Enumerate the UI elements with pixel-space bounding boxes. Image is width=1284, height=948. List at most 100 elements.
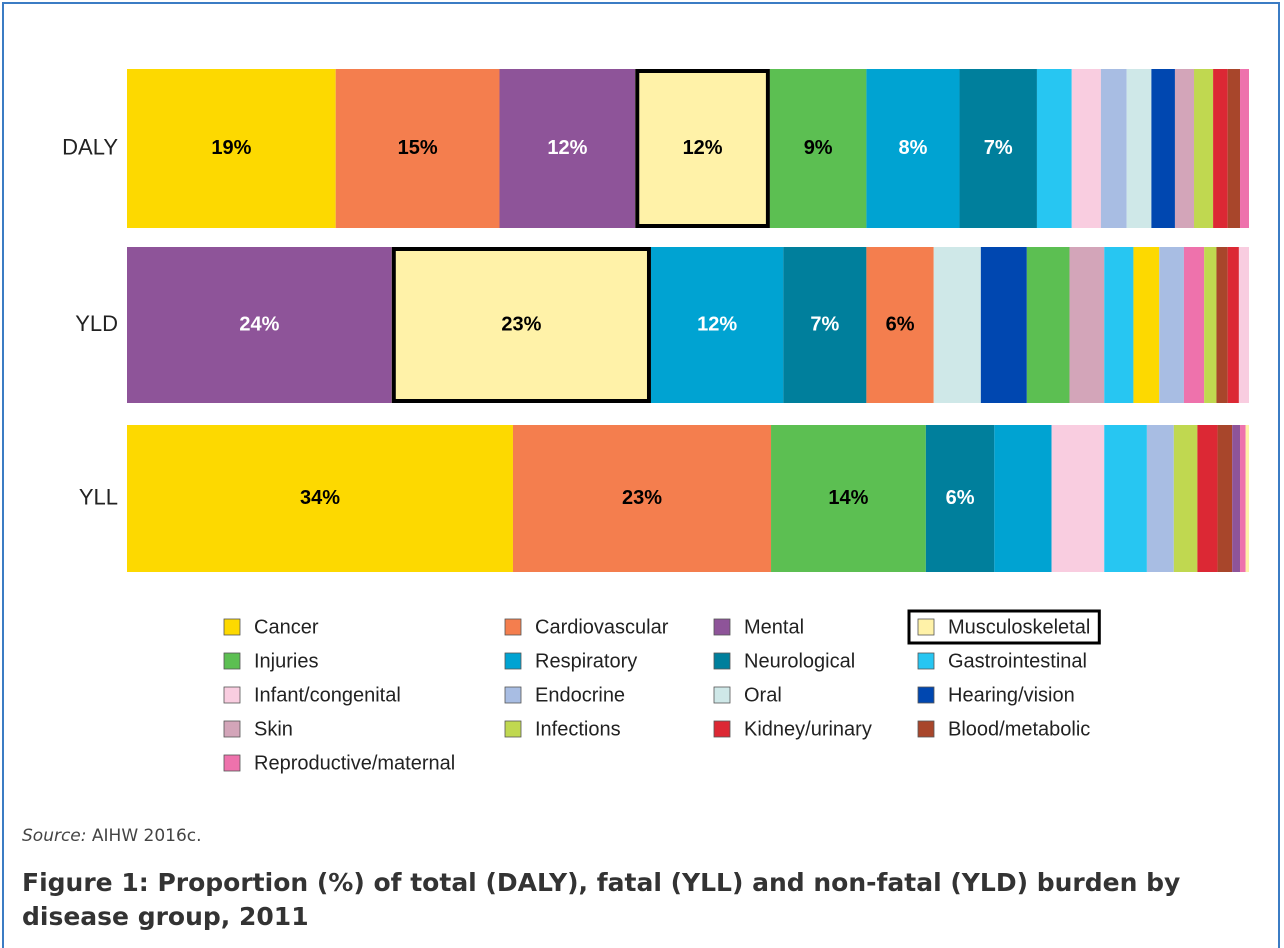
bar-segment — [925, 425, 995, 572]
bar-segment — [769, 69, 867, 228]
legend-swatch — [223, 754, 241, 772]
legend-label: Cardiovascular — [535, 616, 669, 638]
highlight-border — [391, 247, 651, 403]
legend-swatch — [713, 686, 731, 704]
bar-segment — [1194, 69, 1214, 228]
legend-swatch — [917, 720, 935, 738]
legend-label: Gastrointestinal — [948, 650, 1087, 672]
legend-label: Neurological — [744, 650, 855, 672]
value-label: 14% — [828, 487, 868, 509]
legend-label: Infant/congenital — [254, 684, 401, 706]
value-label: 7% — [810, 313, 839, 335]
caption: Figure 1: Proportion (%) of total (DALY)… — [22, 866, 1262, 934]
legend-swatch — [504, 618, 522, 636]
source-text: AIHW 2016c. — [91, 826, 202, 846]
legend-label: Infections — [535, 718, 621, 740]
bar-segment — [1204, 247, 1217, 403]
value-label: 8% — [899, 137, 928, 159]
bar-segment — [1213, 69, 1228, 228]
bar-segment — [635, 69, 770, 228]
legend-highlight — [907, 609, 1101, 645]
bar-segment — [783, 247, 867, 403]
bar-segment — [1240, 425, 1246, 572]
value-label: 12% — [547, 137, 587, 159]
bar-segment — [1173, 425, 1198, 572]
bar-segment — [980, 247, 1027, 403]
bar-segment — [1240, 69, 1249, 228]
value-label: 9% — [804, 137, 833, 159]
legend-swatch — [223, 720, 241, 738]
legend-swatch — [223, 618, 241, 636]
bar-segment — [1227, 69, 1241, 228]
bar-segment — [127, 247, 392, 403]
legend-swatch — [504, 652, 522, 670]
value-label: 19% — [211, 137, 251, 159]
bar-segment — [335, 69, 500, 228]
bar-segment — [1069, 247, 1105, 403]
bar-segment — [866, 247, 934, 403]
bar-segment — [959, 69, 1037, 228]
legend-swatch — [713, 720, 731, 738]
value-label: 23% — [501, 313, 541, 335]
legend-swatch — [223, 652, 241, 670]
bar-segment — [1227, 247, 1239, 403]
bar-segment — [1183, 247, 1205, 403]
bar-segment — [499, 69, 636, 228]
bar-segment — [1036, 69, 1072, 228]
value-label: 7% — [984, 137, 1013, 159]
bar-segment — [127, 425, 513, 572]
legend-label: Musculoskeletal — [948, 616, 1090, 638]
legend-label: Cancer — [254, 616, 319, 638]
source-label: Source: — [22, 826, 87, 846]
bar-segment — [1051, 425, 1105, 572]
legend-label: Hearing/vision — [948, 684, 1075, 706]
legend-label: Kidney/urinary — [744, 718, 872, 740]
legend-label: Endocrine — [535, 684, 625, 706]
bar-segment — [1071, 69, 1101, 228]
bar-segment — [1217, 425, 1233, 572]
legend-swatch — [917, 686, 935, 704]
legend-label: Injuries — [254, 650, 318, 672]
bar-segment — [1133, 247, 1160, 403]
legend-swatch — [917, 618, 935, 636]
bar-segment — [1151, 69, 1175, 228]
bar-segment — [1100, 69, 1127, 228]
legend-swatch — [504, 720, 522, 738]
bar-segment — [1159, 247, 1184, 403]
legend-label: Skin — [254, 718, 293, 740]
legend-label: Mental — [744, 616, 804, 638]
legend-swatch — [223, 686, 241, 704]
bar-segment — [1104, 247, 1134, 403]
bar-segment — [1174, 69, 1195, 228]
bar-segment — [1238, 247, 1249, 403]
bar-segment — [1126, 69, 1152, 228]
legend-label: Reproductive/maternal — [254, 752, 455, 774]
row-label: YLD — [75, 311, 118, 336]
row-label: DALY — [62, 134, 118, 159]
bar-segment — [1146, 425, 1174, 572]
source: Source: AIHW 2016c. — [22, 826, 202, 846]
legend-swatch — [713, 652, 731, 670]
bar-segment — [866, 69, 960, 228]
bar-segment — [771, 425, 926, 572]
bar-segment — [1232, 425, 1241, 572]
bar-segment — [933, 247, 981, 403]
bar-segment — [1197, 425, 1218, 572]
bar-segment — [650, 247, 784, 403]
bar-segment — [127, 69, 336, 228]
highlight-border — [635, 69, 770, 228]
value-label: 24% — [239, 313, 279, 335]
legend-swatch — [504, 686, 522, 704]
value-label: 12% — [683, 137, 723, 159]
bar-segment — [1104, 425, 1147, 572]
legend-label: Respiratory — [535, 650, 637, 672]
figure-label: Figure 1: — [22, 868, 149, 897]
bar-segment — [1216, 247, 1228, 403]
value-label: 23% — [622, 487, 662, 509]
legend-swatch — [713, 618, 731, 636]
row-label: YLL — [79, 484, 118, 509]
value-label: 6% — [946, 487, 975, 509]
value-label: 12% — [697, 313, 737, 335]
